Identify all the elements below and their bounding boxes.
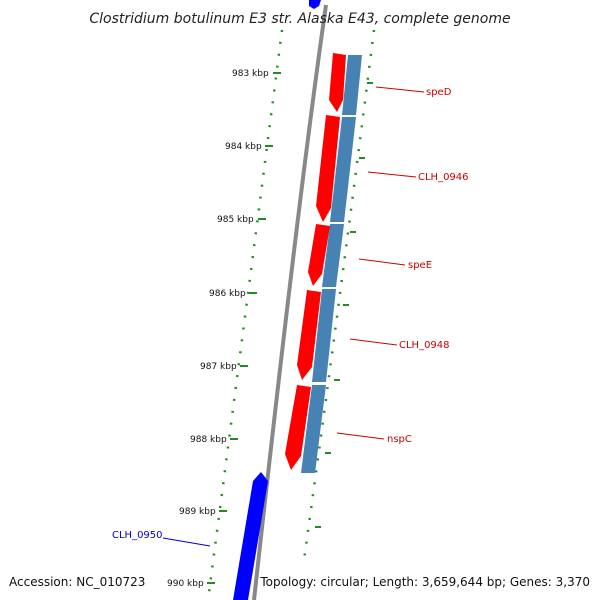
leader-speD (375, 86, 425, 93)
major-ticks (207, 72, 281, 584)
gene-label-nspC: nspC (387, 434, 412, 445)
leader-CLH_0950 (162, 537, 211, 547)
cds-arrow-nspC (285, 385, 311, 470)
reverse-cds-track (285, 53, 346, 470)
gene-label-speD: speD (426, 87, 452, 98)
tick-label-988: 988 kbp (190, 435, 227, 445)
forward-cds-track (233, 0, 321, 600)
tick-label-984: 984 kbp (225, 142, 262, 152)
feature-block-nspC (301, 385, 326, 473)
cds-arrow-CLH_0948 (297, 290, 321, 380)
leader-speE (358, 258, 406, 266)
map-title: Clostridium botulinum E3 str. Alaska E43… (89, 11, 510, 27)
feature-block-CLH_0948 (312, 289, 336, 382)
feature-block-speE (322, 224, 344, 287)
cds-arrow-CLH_0946 (316, 115, 340, 222)
feature-track (301, 55, 362, 473)
gene-labels: speD CLH_0946 speE CLH_0948 nspC CLH_095… (112, 87, 469, 541)
tick-label-990: 990 kbp (167, 579, 204, 589)
gene-label-speE: speE (408, 260, 432, 271)
feature-block-CLH_0946 (330, 117, 356, 222)
tick-label-986: 986 kbp (209, 289, 246, 299)
accession-text: Accession: NC_010723 (9, 575, 145, 589)
tick-label-987: 987 kbp (200, 362, 237, 372)
cds-arrow-speE (308, 224, 330, 286)
cds-arrow-CLH_0950 (233, 472, 268, 600)
cds-arrow-speD (329, 53, 346, 112)
outer-ticks (315, 82, 373, 528)
leader-lines (162, 86, 425, 547)
cds-arrow-top-partial (309, 0, 321, 9)
tick-labels: 983 kbp 984 kbp 985 kbp 986 kbp 987 kbp … (167, 69, 269, 589)
gene-label-CLH_0950: CLH_0950 (112, 530, 163, 541)
genome-summary-text: Topology: circular; Length: 3,659,644 bp… (259, 575, 590, 589)
gene-label-CLH_0948: CLH_0948 (399, 340, 450, 351)
inner-tick-track (206, 29, 284, 600)
feature-block-speD (342, 55, 362, 115)
leader-CLH_0946 (367, 171, 417, 178)
leader-CLH_0948 (349, 338, 398, 346)
tick-label-985: 985 kbp (217, 215, 254, 225)
gene-label-CLH_0946: CLH_0946 (418, 172, 469, 183)
leader-nspC (336, 432, 385, 440)
tick-label-989: 989 kbp (179, 507, 216, 517)
tick-label-983: 983 kbp (232, 69, 269, 79)
